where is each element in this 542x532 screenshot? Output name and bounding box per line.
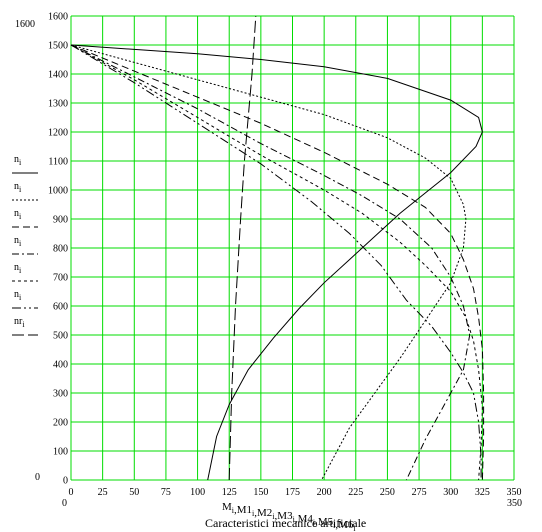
legend-entry: ni — [12, 181, 38, 201]
series-line-2 — [70, 44, 467, 481]
x-axis-label: Mi,M1i,M2i,M3i,M4i,M5i,M6i — [222, 501, 356, 532]
y-tick-label: 800 — [53, 244, 68, 255]
y-tick-label: 1400 — [48, 70, 68, 81]
series-line-1 — [70, 44, 483, 481]
y-tick-label: 300 — [53, 389, 68, 400]
legend-label: ni — [14, 289, 22, 302]
legend-label: ni — [14, 208, 22, 221]
x-tick-label: 100 — [190, 487, 205, 498]
corner-label-xmin: 0 — [62, 498, 67, 509]
x-tick-label: 200 — [317, 487, 332, 498]
y-tick-label: 0 — [63, 476, 68, 487]
series-line-7 — [228, 15, 257, 481]
y-tick-label: 100 — [53, 447, 68, 458]
corner-label-ymin: 0 — [35, 472, 40, 483]
legend-label: ni — [14, 181, 22, 194]
y-tick-label: 1000 — [48, 186, 68, 197]
y-tick-label: 700 — [53, 273, 68, 284]
x-tick-label: 300 — [443, 487, 458, 498]
series-line-4 — [70, 44, 471, 481]
legend-entry: ni — [12, 208, 38, 228]
series-line-6 — [70, 44, 482, 480]
legend-label: ni — [14, 235, 22, 248]
x-tick-label: 325 — [475, 487, 490, 498]
y-tick-label: 1100 — [48, 157, 68, 168]
y-tick-label: 1600 — [48, 12, 68, 23]
legend-entry: ni — [12, 235, 38, 255]
x-tick-label: 25 — [98, 487, 108, 498]
series-line-3 — [70, 44, 485, 481]
corner-label-ymax: 1600 — [15, 19, 35, 30]
legend-subscript: i — [19, 185, 22, 194]
y-tick-label: 900 — [53, 215, 68, 226]
y-tick-label: 1500 — [48, 41, 68, 52]
x-tick-label: 0 — [69, 487, 74, 498]
legend-entry: ni — [12, 289, 38, 309]
legend-label: ni — [14, 154, 22, 167]
y-tick-label: 500 — [53, 331, 68, 342]
x-tick-label: 275 — [412, 487, 427, 498]
x-tick-label: 350 — [507, 487, 522, 498]
legend-entry: ni — [12, 154, 38, 174]
y-tick-label: 1200 — [48, 128, 68, 139]
legend-label: nri — [14, 316, 25, 329]
x-tick-label: 175 — [285, 487, 300, 498]
y-tick-label: 600 — [53, 302, 68, 313]
legend-subscript: i — [19, 158, 22, 167]
legend-subscript: i — [19, 266, 22, 275]
legend-subscript: i — [22, 320, 25, 329]
y-tick-label: 200 — [53, 418, 68, 429]
grid — [70, 15, 515, 481]
legend-entry: ni — [12, 262, 38, 282]
y-tick-label: 400 — [53, 360, 68, 371]
x-tick-label: 125 — [222, 487, 237, 498]
corner-label-xmax: 350 — [507, 498, 522, 509]
legend-label: ni — [14, 262, 22, 275]
series-group — [70, 15, 485, 481]
legend-entry: nri — [12, 316, 38, 336]
legend-subscript: i — [19, 212, 22, 221]
x-tick-label: 250 — [380, 487, 395, 498]
x-tick-label: 150 — [253, 487, 268, 498]
legend: ni ni ni ni ni ni nri — [12, 154, 38, 336]
x-tick-label: 50 — [129, 487, 139, 498]
legend-subscript: i — [19, 293, 22, 302]
x-tick-label: 225 — [348, 487, 363, 498]
chart-title: Caracteristici mecanice artificiale — [205, 516, 366, 530]
legend-subscript: i — [19, 239, 22, 248]
y-tick-labels: 0 100 200 300 400 500 600 700 800 900 1000 1100 1200… — [48, 12, 68, 487]
y-tick-label: 1300 — [48, 99, 68, 110]
x-tick-label: 75 — [161, 487, 171, 498]
x-tick-labels: 0 25 50 75 100 125 150 175 200 225 250 275 300 325 350 — [69, 487, 522, 498]
series-line-5 — [70, 44, 483, 481]
